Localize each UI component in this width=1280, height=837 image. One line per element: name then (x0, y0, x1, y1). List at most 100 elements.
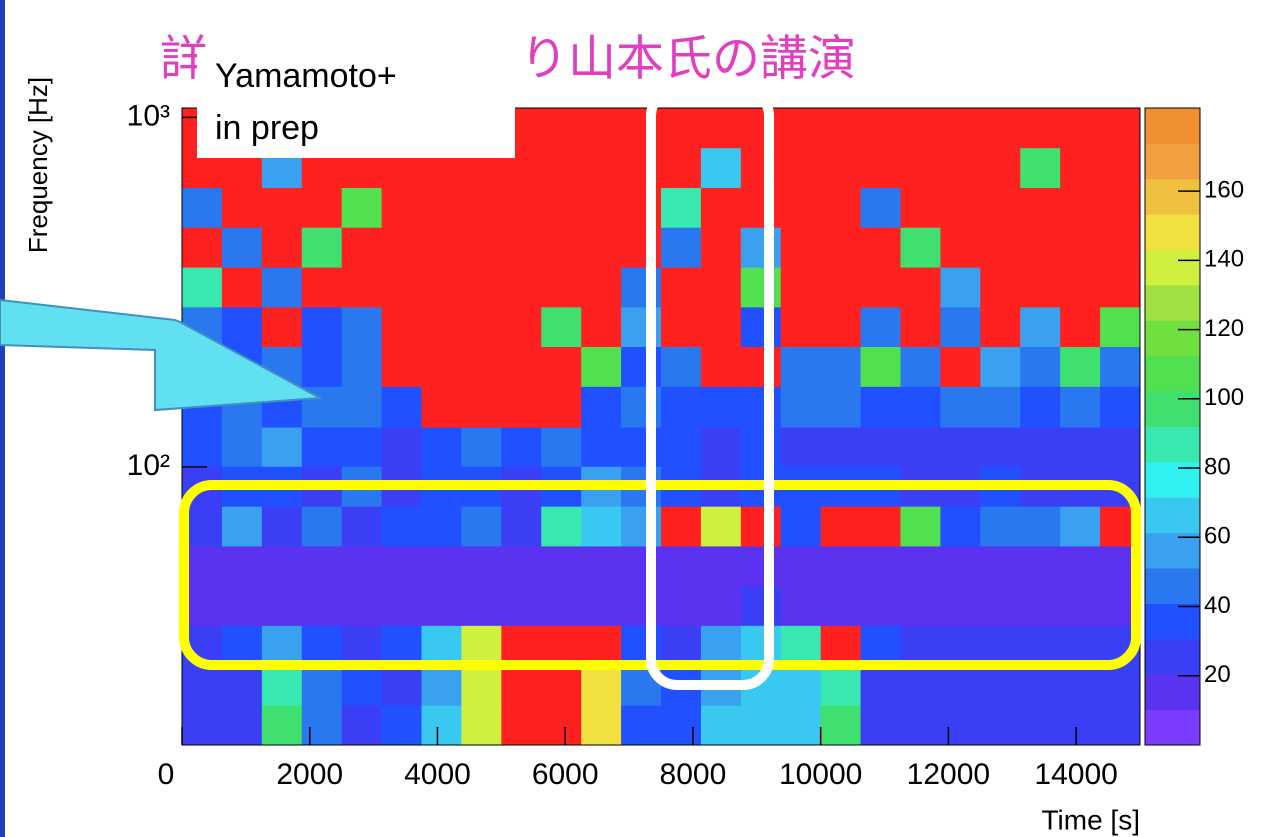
heatmap-cell (980, 346, 1021, 387)
heatmap-cell (1100, 147, 1141, 189)
heatmap-cell (661, 705, 702, 746)
heatmap-cell (1060, 625, 1101, 667)
heatmap-cell (261, 506, 303, 547)
heatmap-cell (820, 306, 862, 348)
heatmap-cell (700, 386, 742, 428)
heatmap-cell (980, 665, 1021, 706)
heatmap-cell (1060, 108, 1101, 149)
heatmap-cell (1020, 427, 1061, 467)
heatmap-cell (1020, 585, 1061, 626)
heatmap-cell (1100, 306, 1141, 348)
colorbar-band (1145, 249, 1200, 286)
heatmap-cell (780, 147, 822, 189)
heatmap-cell (581, 227, 622, 268)
heatmap-cell (780, 545, 822, 587)
heatmap-cell (581, 306, 622, 348)
arrow (0, 298, 324, 412)
heatmap-cell (1100, 665, 1141, 706)
heatmap-cell (700, 306, 742, 348)
highlight-interval (646, 85, 774, 690)
heatmap-cell (661, 545, 702, 587)
heatmap-cell (1060, 585, 1101, 626)
heatmap-cell (1020, 705, 1061, 746)
heatmap-cell (541, 108, 582, 149)
heatmap-cell (980, 306, 1021, 348)
colorbar-band (1145, 143, 1200, 180)
heatmap-cell (780, 506, 822, 547)
heatmap-cell (900, 267, 941, 308)
heatmap-cell (421, 386, 462, 428)
x-tick-label: 14000 (1034, 758, 1117, 791)
heatmap-cell (421, 585, 462, 626)
heatmap-cell (261, 625, 303, 667)
heatmap-cell (221, 585, 263, 626)
heatmap-cell (661, 625, 702, 667)
heatmap-cell (900, 346, 941, 387)
heatmap-cell (221, 187, 263, 228)
heatmap-cell (1060, 506, 1101, 547)
x-tick-label: 10000 (779, 758, 862, 791)
heatmap-cell (780, 625, 822, 667)
heatmap-cell (182, 665, 223, 706)
heatmap-cell (980, 147, 1021, 189)
heatmap-cell (381, 427, 422, 467)
heatmap-cell (700, 545, 742, 587)
heatmap-cell (900, 705, 941, 746)
heatmap-cell (900, 506, 941, 547)
heatmap-cell (900, 585, 941, 626)
heatmap-cell (461, 267, 502, 308)
heatmap (182, 108, 1141, 746)
x-tick-label: 6000 (532, 758, 599, 791)
heatmap-cell (740, 267, 782, 308)
heatmap-cell (780, 346, 822, 387)
x-axis-label: Time [s] (1041, 804, 1140, 835)
heatmap-cell (301, 506, 343, 547)
heatmap-cell (421, 306, 462, 348)
heatmap-cell (940, 147, 981, 189)
heatmap-cell (541, 625, 582, 667)
heatmap-cell (581, 705, 622, 746)
heatmap-cell (860, 665, 901, 706)
heatmap-cell (541, 346, 582, 387)
heatmap-cell (900, 625, 941, 667)
heatmap-cell (182, 187, 223, 228)
heatmap-cell (820, 506, 862, 547)
colorbar-frame (1144, 107, 1201, 746)
heatmap-cell (541, 545, 582, 587)
heatmap-cell (381, 346, 422, 387)
heatmap-cell (381, 267, 422, 308)
colorbar-tick-label: 40 (1204, 592, 1231, 619)
heatmap-cell (381, 306, 422, 348)
heatmap-cell (301, 705, 343, 746)
heatmap-cell (860, 625, 901, 667)
heatmap-cell (700, 427, 742, 467)
heatmap-cell (581, 506, 622, 547)
heatmap-cell (221, 625, 263, 667)
heatmap-cell (820, 585, 862, 626)
heatmap-cell (221, 227, 263, 268)
heatmap-cell (621, 705, 662, 746)
heatmap-cell (700, 585, 742, 626)
heatmap-cell (541, 427, 582, 467)
heatmap-cell (501, 665, 542, 706)
heatmap-cell (341, 187, 383, 228)
heatmap-cell (740, 108, 782, 149)
heatmap-cell (820, 665, 862, 706)
heatmap-cell (581, 346, 622, 387)
heatmap-cell (581, 625, 622, 667)
heatmap-cell (780, 108, 822, 149)
heatmap-cell (541, 506, 582, 547)
heatmap-cell (940, 545, 981, 587)
heatmap-cell (461, 306, 502, 348)
heatmap-cell (860, 386, 901, 428)
heatmap-cell (381, 705, 422, 746)
heatmap-cell (1060, 427, 1101, 467)
heatmap-cell (900, 187, 941, 228)
heatmap-cell (421, 427, 462, 467)
heatmap-cell (980, 585, 1021, 626)
heatmap-cell (820, 346, 862, 387)
heatmap-cell (740, 585, 782, 626)
heatmap-cell (581, 147, 622, 189)
colorbar-band (1145, 391, 1200, 427)
heatmap-cell (740, 506, 782, 547)
